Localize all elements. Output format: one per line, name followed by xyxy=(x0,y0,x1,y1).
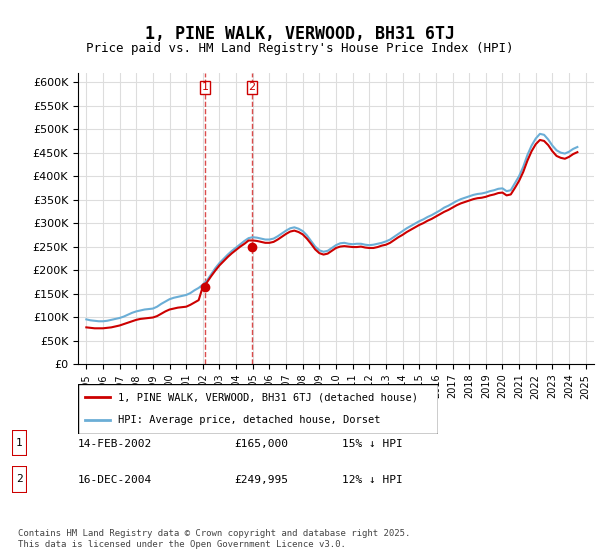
Text: 14-FEB-2002: 14-FEB-2002 xyxy=(78,439,152,449)
Text: HPI: Average price, detached house, Dorset: HPI: Average price, detached house, Dors… xyxy=(118,416,380,426)
Text: 1, PINE WALK, VERWOOD, BH31 6TJ (detached house): 1, PINE WALK, VERWOOD, BH31 6TJ (detache… xyxy=(118,392,418,402)
Text: £249,995: £249,995 xyxy=(234,475,288,486)
Text: 1: 1 xyxy=(202,82,208,92)
Text: 15% ↓ HPI: 15% ↓ HPI xyxy=(342,439,403,449)
Text: £165,000: £165,000 xyxy=(234,439,288,449)
Text: 16-DEC-2004: 16-DEC-2004 xyxy=(78,475,152,486)
Text: Price paid vs. HM Land Registry's House Price Index (HPI): Price paid vs. HM Land Registry's House … xyxy=(86,42,514,55)
Text: 1, PINE WALK, VERWOOD, BH31 6TJ: 1, PINE WALK, VERWOOD, BH31 6TJ xyxy=(145,25,455,43)
Text: Contains HM Land Registry data © Crown copyright and database right 2025.
This d: Contains HM Land Registry data © Crown c… xyxy=(18,529,410,549)
Text: 1: 1 xyxy=(16,438,23,448)
Text: 12% ↓ HPI: 12% ↓ HPI xyxy=(342,475,403,486)
Text: 2: 2 xyxy=(16,474,23,484)
Text: 2: 2 xyxy=(248,82,256,92)
